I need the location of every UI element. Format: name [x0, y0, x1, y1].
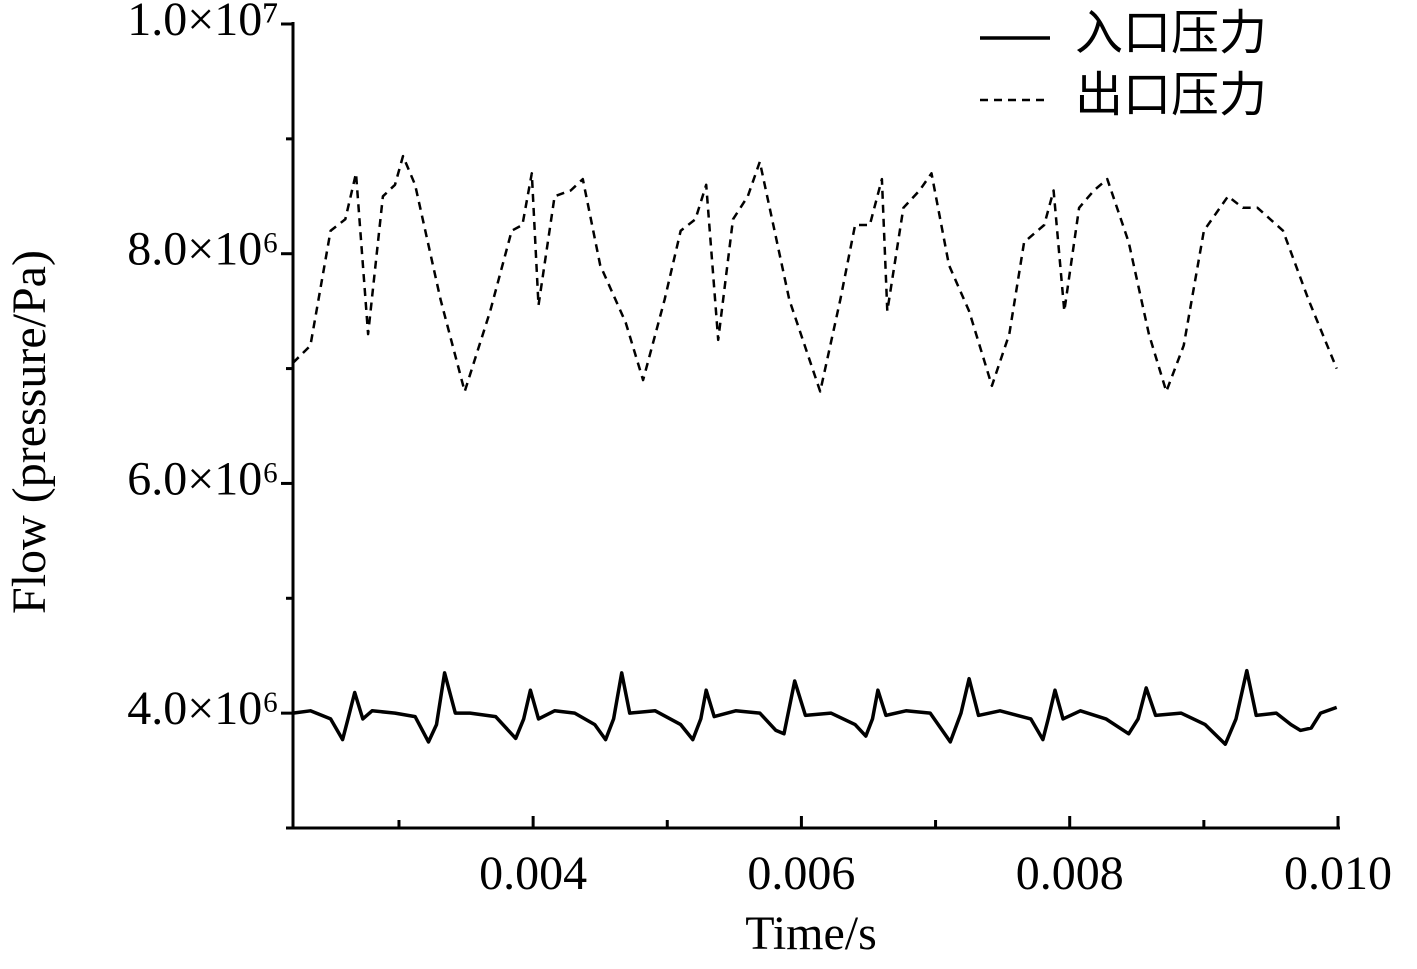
x-axis-label: Time/s [745, 907, 877, 960]
y-axis-label: Flow (pressure/Pa) [3, 250, 56, 614]
series-line [292, 668, 1338, 746]
y-tick-label: 1.0×10⁷ [127, 0, 279, 46]
y-tick-label: 8.0×10⁶ [127, 223, 279, 276]
series-line [292, 154, 1338, 393]
x-tick-label: 0.006 [747, 847, 855, 900]
y-tick-label: 6.0×10⁶ [127, 452, 279, 505]
x-tick-label: 0.008 [1016, 847, 1124, 900]
legend-label: 出口压力 [1075, 69, 1267, 122]
legend-label: 入口压力 [1075, 7, 1267, 60]
y-tick-label: 4.0×10⁶ [127, 682, 279, 735]
x-tick-label: 0.004 [479, 847, 587, 900]
x-tick-label: 0.010 [1284, 847, 1392, 900]
